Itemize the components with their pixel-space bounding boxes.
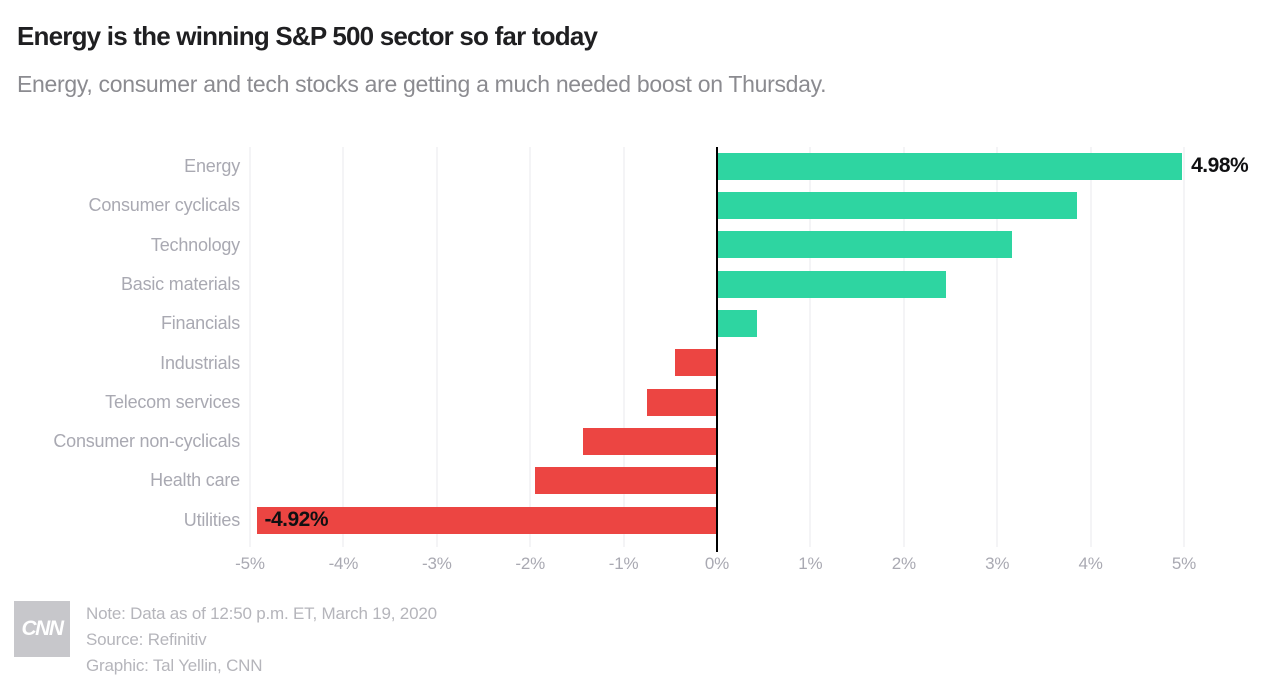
bar-telecom-services (646, 388, 717, 416)
footer-source: Source: Refinitiv (86, 629, 207, 649)
x-axis-tick-label: 4% (1078, 553, 1103, 573)
bar-health-care (534, 467, 717, 495)
bar-basic-materials (717, 270, 946, 298)
footer: CNN Note: Data as of 12:50 p.m. ET, Marc… (14, 600, 1264, 679)
value-label-utilities: -4.92% (264, 507, 329, 531)
gridline (1183, 146, 1185, 547)
gridline (996, 146, 998, 547)
x-axis-tick-label: 1% (798, 553, 823, 573)
x-axis-tick-label: -5% (235, 553, 265, 573)
category-label-financials: Financials (160, 313, 240, 334)
category-label-consumer-non-cyclicals: Consumer non-cyclicals (53, 431, 240, 452)
category-labels: Energy Consumer cyclicals Technology Basic … (16, 147, 250, 577)
page-title: Energy is the winning S&P 500 sector so … (17, 21, 598, 51)
bar-consumer-cyclicals (717, 192, 1077, 220)
bar-consumer-non-cyclicals (582, 427, 717, 455)
gridline (529, 146, 531, 547)
bar-energy (717, 152, 1183, 180)
x-axis: -5% -4% -3% -2% -1% 0% 1% 2% 3% 4% 5% (235, 547, 1196, 577)
x-axis-tick-label: 5% (1171, 553, 1197, 573)
category-label-telecom-services: Telecom services (105, 391, 240, 412)
zero-axis-line (716, 146, 718, 552)
bar-industrials (674, 349, 717, 377)
footer-notes: Note: Data as of 12:50 p.m. ET, March 19… (86, 601, 437, 679)
value-label-energy: 4.98% (1191, 153, 1249, 177)
footer-credit: Graphic: Tal Yellin, CNN (86, 655, 263, 675)
cnn-logo-text: CNN (21, 616, 65, 640)
bar-utilities (257, 506, 717, 534)
gridline (342, 146, 344, 547)
x-axis-tick-label: -1% (608, 553, 639, 573)
x-axis-tick-label: -3% (421, 553, 452, 573)
x-axis-tick-label: 0% (704, 553, 730, 573)
gridline (903, 146, 905, 547)
x-axis-tick-label: 3% (985, 553, 1010, 573)
gridline (249, 146, 251, 547)
category-label-health-care: Health care (150, 470, 240, 491)
bar-chart: Energy Consumer cyclicals Technology Basic … (16, 146, 1264, 577)
category-label-consumer-cyclicals: Consumer cyclicals (88, 195, 241, 216)
category-label-utilities: Utilities (183, 509, 240, 530)
x-axis-tick-label: -4% (328, 553, 359, 573)
bar-technology (717, 231, 1013, 259)
gridline (436, 146, 438, 547)
plot-wrap: 4.98% -4.92% -5% -4% -3% -2% -1% 0% 1% 2% 3% 4% 5% (235, 146, 1249, 577)
plot-area: 4.98% -4.92% (249, 146, 1249, 552)
footer-note: Note: Data as of 12:50 p.m. ET, March 19… (86, 603, 437, 623)
x-axis-tick-label: 2% (891, 553, 916, 573)
gridline (1090, 146, 1092, 547)
x-axis-tick-label: -2% (515, 553, 546, 573)
category-label-energy: Energy (184, 156, 240, 177)
bar-financials (717, 310, 758, 338)
cnn-logo: CNN (14, 600, 70, 657)
page-subtitle: Energy, consumer and tech stocks are get… (17, 70, 827, 97)
category-label-technology: Technology (150, 234, 240, 255)
gridline (809, 146, 811, 547)
category-label-basic-materials: Basic materials (120, 273, 240, 294)
gridline (623, 146, 625, 547)
category-label-industrials: Industrials (160, 352, 240, 373)
